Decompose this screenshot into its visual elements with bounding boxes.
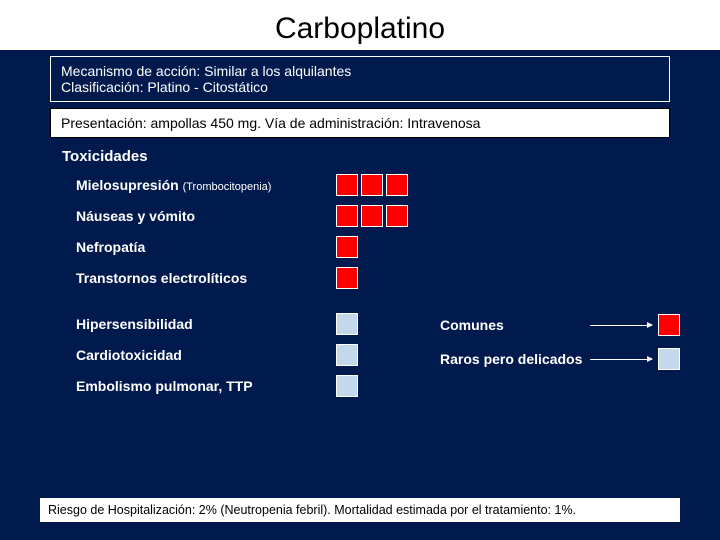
legend-common-row: Comunes xyxy=(440,308,680,342)
severity-squares xyxy=(336,313,358,335)
red-square-icon xyxy=(336,174,358,196)
severity-squares xyxy=(336,267,358,289)
toxicity-label: Mielosupresión (Trombocitopenia) xyxy=(76,177,336,193)
toxicity-label: Hipersensibilidad xyxy=(76,316,336,332)
toxicity-label: Nefropatía xyxy=(76,239,336,255)
red-square-icon xyxy=(386,205,408,227)
legend: Comunes Raros pero delicados xyxy=(440,308,680,376)
toxicity-label: Cardiotoxicidad xyxy=(76,347,336,363)
severity-squares xyxy=(336,205,408,227)
presentation-box: Presentación: ampollas 450 mg. Vía de ad… xyxy=(50,108,670,138)
blue-square-icon xyxy=(336,375,358,397)
toxicity-sublabel: (Trombocitopenia) xyxy=(183,181,272,193)
legend-red-square xyxy=(658,314,680,336)
legend-common-label: Comunes xyxy=(440,317,590,333)
red-square-icon xyxy=(336,236,358,258)
toxicity-row: Mielosupresión (Trombocitopenia) xyxy=(76,171,720,199)
red-square-icon xyxy=(361,174,383,196)
blue-square-icon xyxy=(336,344,358,366)
toxicity-label: Náuseas y vómito xyxy=(76,208,336,224)
severity-squares xyxy=(336,236,358,258)
mechanism-line1: Mecanismo de acción: Similar a los alqui… xyxy=(61,63,659,79)
legend-blue-square xyxy=(658,348,680,370)
blue-square-icon xyxy=(336,313,358,335)
legend-rare-label: Raros pero delicados xyxy=(440,351,590,367)
arrow-icon xyxy=(590,359,652,360)
legend-rare-row: Raros pero delicados xyxy=(440,342,680,376)
toxicity-label: Transtornos electrolíticos xyxy=(76,270,336,286)
toxicity-group-common: Mielosupresión (Trombocitopenia) Náuseas … xyxy=(0,171,720,292)
severity-squares xyxy=(336,344,358,366)
severity-squares xyxy=(336,174,408,196)
red-square-icon xyxy=(361,205,383,227)
mechanism-box: Mecanismo de acción: Similar a los alqui… xyxy=(50,56,670,102)
toxicities-heading: Toxicidades xyxy=(62,148,720,165)
red-square-icon xyxy=(336,205,358,227)
red-square-icon xyxy=(336,267,358,289)
arrow-icon xyxy=(590,325,652,326)
red-square-icon xyxy=(386,174,408,196)
slide-title: Carboplatino xyxy=(60,4,660,50)
toxicity-row: Náuseas y vómito xyxy=(76,202,720,230)
footer-note: Riesgo de Hospitalización: 2% (Neutropen… xyxy=(40,498,680,522)
toxicity-row: Transtornos electrolíticos xyxy=(76,264,720,292)
toxicity-row: Nefropatía xyxy=(76,233,720,261)
toxicity-label: Embolismo pulmonar, TTP xyxy=(76,378,336,394)
severity-squares xyxy=(336,375,358,397)
toxicity-row: Embolismo pulmonar, TTP xyxy=(76,372,720,400)
mechanism-line2: Clasificación: Platino - Citostático xyxy=(61,79,659,95)
